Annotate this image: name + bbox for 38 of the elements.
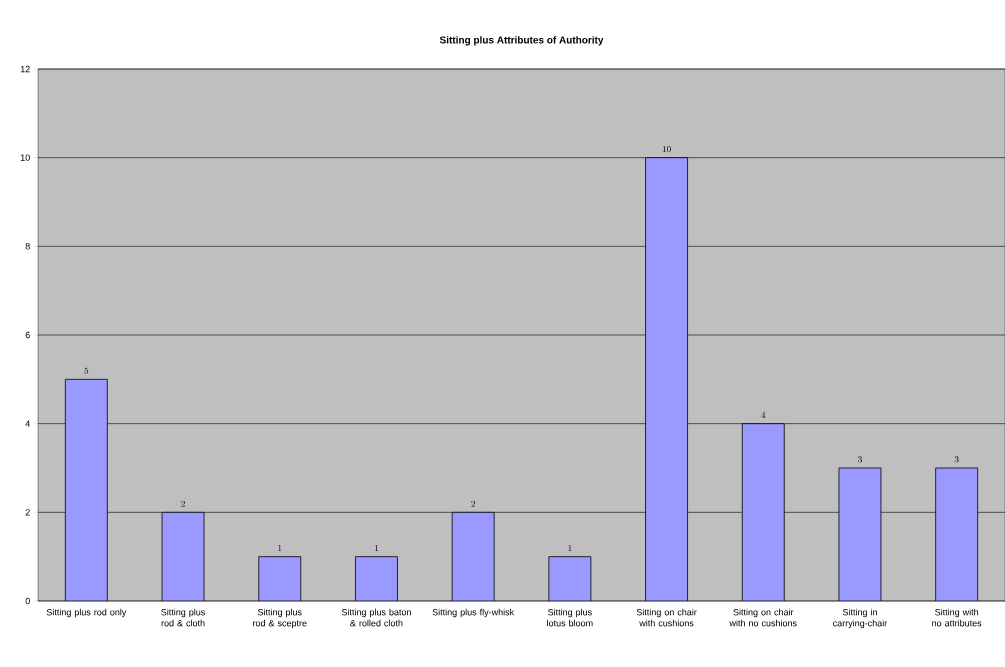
bar: [838, 467, 882, 601]
bar: [161, 511, 205, 601]
x-tick-label: Sitting plus rod & cloth: [161, 608, 205, 627]
data-label: 1: [278, 544, 282, 551]
bar: [548, 556, 592, 601]
bar: [64, 378, 108, 601]
bar: [741, 423, 785, 601]
x-tick-label: Sitting with no attributes: [932, 608, 982, 627]
x-tick-label: Sitting on chair with no cushions: [729, 608, 797, 627]
x-tick-label: Sitting plus rod & sceptre: [253, 608, 307, 629]
data-label: 3: [954, 456, 959, 463]
data-label: 1: [374, 544, 379, 551]
x-tick-label: Sitting plus rod only: [46, 608, 127, 618]
y-tick-label: 6: [25, 331, 30, 339]
data-label: 3: [858, 456, 862, 463]
data-label: 4: [761, 411, 766, 418]
data-label: 5: [84, 367, 89, 374]
data-label: 2: [471, 500, 475, 507]
y-tick-label: 10: [20, 154, 30, 161]
y-tick-label: 12: [20, 65, 30, 73]
x-tick-label: Sitting plus baton & rolled cloth: [341, 608, 411, 627]
bar: [645, 157, 688, 601]
y-tick-label: 4: [25, 420, 30, 427]
x-tick-label: Sitting on chair with cushions: [636, 608, 697, 627]
bar: [451, 511, 495, 601]
data-label: 2: [181, 500, 185, 507]
data-label: 10: [662, 145, 671, 153]
y-tick-label: 2: [25, 509, 30, 516]
bar: [935, 467, 979, 601]
chart-title: Sitting plus Attributes of Authority: [439, 36, 604, 46]
bar: [258, 556, 302, 601]
x-tick-label: Sitting in carrying-chair: [833, 608, 888, 629]
x-tick-label: Sitting plus lotus bloom: [547, 608, 593, 627]
y-tick-label: 0: [25, 597, 30, 605]
x-tick-label: Sitting plus fly-whisk: [432, 608, 515, 618]
data-label: 1: [568, 544, 572, 551]
bar: [355, 556, 398, 601]
y-tick-label: 8: [25, 243, 30, 250]
